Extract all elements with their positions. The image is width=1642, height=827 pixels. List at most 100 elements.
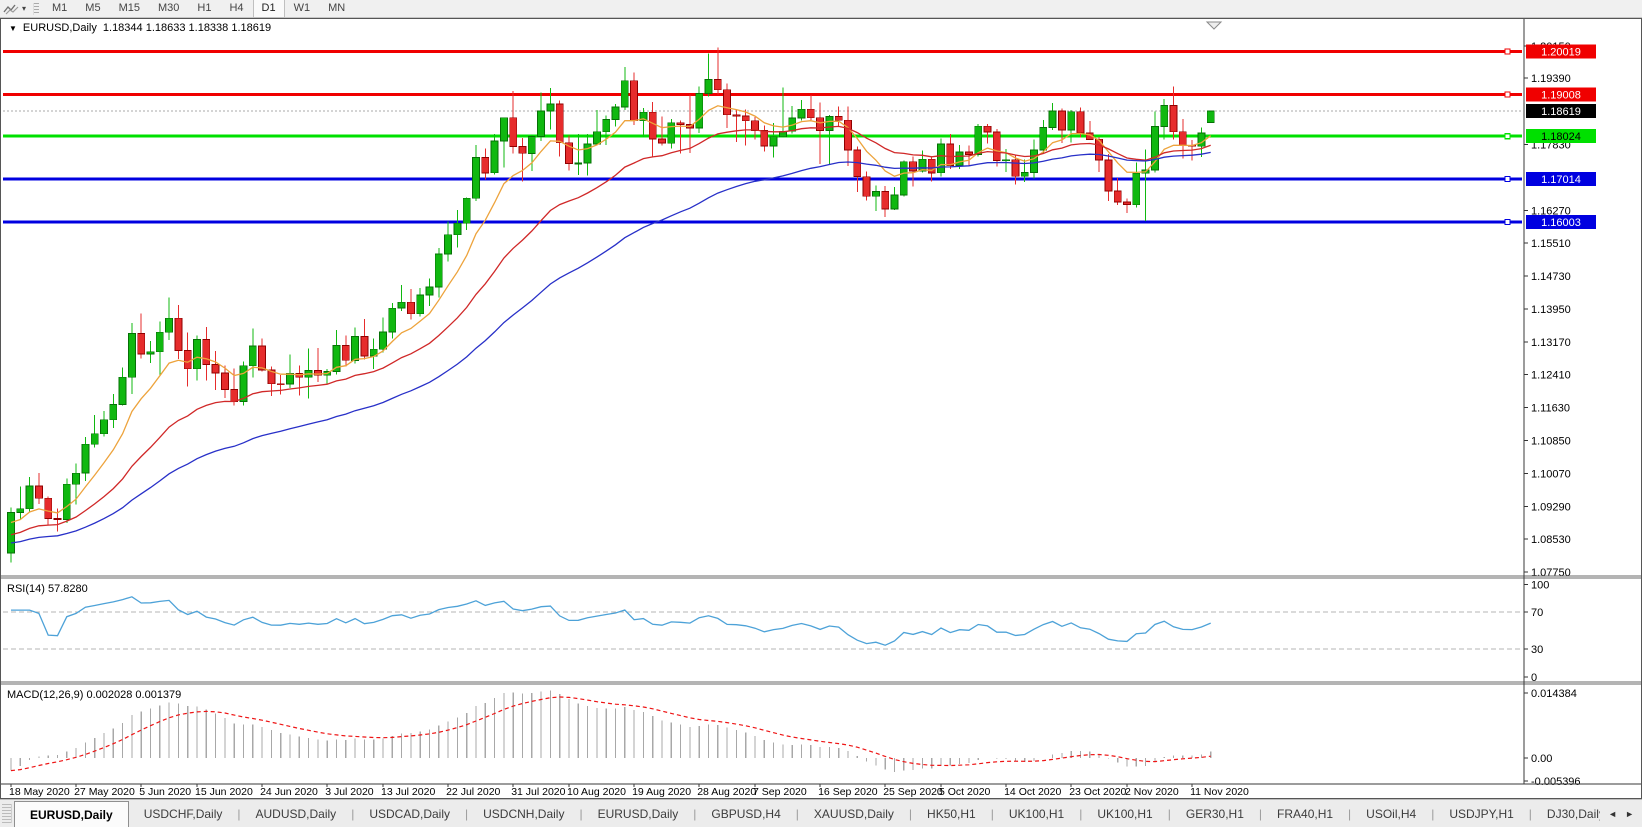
toolbar-grip: [33, 2, 40, 15]
svg-text:RSI(14) 57.8280: RSI(14) 57.8280: [7, 583, 88, 595]
timeframe-button-m30[interactable]: M30: [157, 2, 180, 14]
svg-text:1.11630: 1.11630: [1531, 402, 1570, 414]
svg-text:1.18619: 1.18619: [1541, 106, 1581, 118]
timeframe-button-h1[interactable]: H1: [197, 2, 212, 14]
chart-tab-eurusd-daily[interactable]: EURUSD,Daily: [597, 806, 679, 821]
chart-tab-dj30-daily[interactable]: DJ30,Daily: [1546, 806, 1601, 821]
timeframe-button-w1[interactable]: W1: [293, 2, 311, 14]
svg-text:1.18024: 1.18024: [1541, 131, 1581, 143]
svg-text:1.13950: 1.13950: [1531, 304, 1571, 316]
svg-text:1.16270: 1.16270: [1531, 206, 1571, 218]
tab-separator: |: [795, 806, 799, 821]
timeframe-button-h4[interactable]: H4: [229, 2, 244, 14]
tab-separator: |: [1079, 806, 1083, 821]
chart-tab-xauusd-daily[interactable]: XAUUSD,Daily: [813, 806, 894, 821]
chart-tab-usoil-h4[interactable]: USOil,H4: [1366, 806, 1417, 821]
moving-average-lines: [10, 105, 1212, 544]
svg-text:1.08530: 1.08530: [1531, 534, 1571, 546]
svg-text:23 Oct 2020: 23 Oct 2020: [1069, 786, 1126, 798]
svg-text:0: 0: [1531, 672, 1537, 684]
svg-text:1.09290: 1.09290: [1531, 502, 1571, 514]
price-axis: 1.201501.193901.178301.162701.155101.147…: [1524, 41, 1571, 579]
chart-tab-eurusd-daily[interactable]: EURUSD,Daily: [14, 801, 129, 827]
svg-text:15 Jun 2020: 15 Jun 2020: [195, 786, 253, 798]
rsi-line: [11, 596, 1211, 646]
chart-tab-uk100-h1[interactable]: UK100,H1: [1097, 806, 1153, 821]
tab-separator: |: [579, 806, 583, 821]
chart-window[interactable]: ▼ EURUSD,Daily 1.18344 1.18633 1.18338 1…: [0, 18, 1642, 799]
chart-tab-hk50-h1[interactable]: HK50,H1: [927, 806, 976, 821]
chart-tabs: EURUSD,Daily USDCHF,Daily | AUDUSD,Daily | US…: [14, 800, 1600, 827]
svg-text:1.20019: 1.20019: [1541, 47, 1581, 59]
timeframe-button-d1[interactable]: D1: [252, 0, 285, 18]
svg-text:28 Aug 2020: 28 Aug 2020: [697, 786, 756, 798]
chart-ohlc-readout: 1.18344 1.18633 1.18338 1.18619: [102, 22, 272, 34]
svg-text:1.19008: 1.19008: [1541, 89, 1581, 101]
tab-scroll-arrows: ◄ ►: [1600, 800, 1642, 827]
tab-separator: |: [351, 806, 355, 821]
tab-separator: |: [465, 806, 469, 821]
price-level-labels: 1.20019 1.19008 1.18024 1.17014 1.16003 1.186…: [1504, 44, 1596, 229]
timeframe-button-m1[interactable]: M1: [52, 2, 68, 14]
tab-separator: |: [908, 806, 913, 821]
timeframe-button-mn[interactable]: MN: [328, 2, 346, 14]
chevron-down-icon[interactable]: ▾: [22, 4, 27, 13]
svg-text:5 Jun 2020: 5 Jun 2020: [139, 786, 191, 798]
chart-canvas[interactable]: 1.201501.193901.178301.162701.155101.147…: [1, 19, 1641, 798]
tab-separator: |: [693, 806, 697, 821]
chart-title: ▼ EURUSD,Daily 1.18344 1.18633 1.18338 1…: [9, 22, 271, 34]
svg-text:1.12410: 1.12410: [1531, 369, 1571, 381]
macd-signal-line: [10, 696, 1211, 772]
svg-text:100: 100: [1531, 579, 1549, 591]
svg-text:24 Jun 2020: 24 Jun 2020: [260, 786, 318, 798]
collapse-triangle-icon[interactable]: ▼: [9, 23, 17, 33]
timeframe-button-m5[interactable]: M5: [85, 2, 101, 14]
chart-tab-ger30-h1[interactable]: GER30,H1: [1185, 806, 1244, 821]
svg-text:1.13170: 1.13170: [1531, 337, 1571, 349]
svg-text:16 Sep 2020: 16 Sep 2020: [818, 786, 878, 798]
macd-panel: 0.014384 0.00 -0.005396 MACD(12,26,9) 0.002…: [7, 688, 1581, 788]
rsi-panel: 100 70 30 0 RSI(14) 57.8280: [3, 579, 1549, 684]
svg-text:0.00: 0.00: [1531, 753, 1552, 765]
svg-text:1.16003: 1.16003: [1541, 217, 1581, 229]
tab-scroll-right-icon[interactable]: ►: [1625, 808, 1634, 819]
tab-separator: |: [1167, 806, 1171, 821]
svg-text:1.15510: 1.15510: [1531, 238, 1571, 250]
chart-shift-marker: [1205, 21, 1223, 30]
svg-text:19 Aug 2020: 19 Aug 2020: [632, 786, 691, 798]
svg-text:1.07750: 1.07750: [1531, 567, 1571, 579]
candlestick-series: [7, 47, 1215, 563]
chart-symbol-period: EURUSD,Daily: [22, 22, 97, 34]
tab-separator: |: [1348, 806, 1352, 821]
tab-separator: |: [237, 806, 241, 821]
price-chart-svg[interactable]: 1.201501.193901.178301.162701.155101.147…: [1, 19, 1641, 798]
svg-text:31 Jul 2020: 31 Jul 2020: [511, 786, 565, 798]
svg-text:1.14730: 1.14730: [1531, 271, 1571, 283]
chart-tab-audusd-daily[interactable]: AUDUSD,Daily: [255, 806, 337, 821]
chart-tab-uk100-h1[interactable]: UK100,H1: [1008, 806, 1065, 821]
svg-text:13 Jul 2020: 13 Jul 2020: [381, 786, 435, 798]
chart-lines-icon: [3, 4, 19, 14]
timeframe-button-m15[interactable]: M15: [118, 2, 140, 14]
chart-tool-group[interactable]: ▾: [0, 0, 29, 17]
chart-tab-usdcad-daily[interactable]: USDCAD,Daily: [369, 806, 450, 821]
svg-text:1.19390: 1.19390: [1531, 73, 1571, 85]
svg-text:7 Sep 2020: 7 Sep 2020: [753, 786, 807, 798]
chart-tab-usdchf-daily[interactable]: USDCHF,Daily: [143, 806, 223, 821]
tab-scroll-left-icon[interactable]: ◄: [1608, 808, 1618, 819]
svg-text:3 Jul 2020: 3 Jul 2020: [325, 786, 374, 798]
svg-text:25 Sep 2020: 25 Sep 2020: [883, 786, 943, 798]
tab-separator: |: [990, 806, 994, 821]
svg-text:0.014384: 0.014384: [1531, 688, 1577, 700]
tab-separator: |: [1528, 806, 1532, 821]
chart-tab-fra40-h1[interactable]: FRA40,H1: [1277, 806, 1334, 821]
svg-text:2 Nov 2020: 2 Nov 2020: [1125, 786, 1179, 798]
chart-tab-gbpusd-h4[interactable]: GBPUSD,H4: [711, 806, 781, 821]
svg-text:14 Oct 2020: 14 Oct 2020: [1004, 786, 1061, 798]
tab-separator: |: [1258, 806, 1263, 821]
chart-tab-usdcnh-daily[interactable]: USDCNH,Daily: [483, 806, 565, 821]
chart-tab-usdjpy-h1[interactable]: USDJPY,H1: [1449, 806, 1514, 821]
svg-text:22 Jul 2020: 22 Jul 2020: [446, 786, 500, 798]
svg-text:1.10850: 1.10850: [1531, 436, 1571, 448]
svg-text:1.17014: 1.17014: [1541, 174, 1581, 186]
